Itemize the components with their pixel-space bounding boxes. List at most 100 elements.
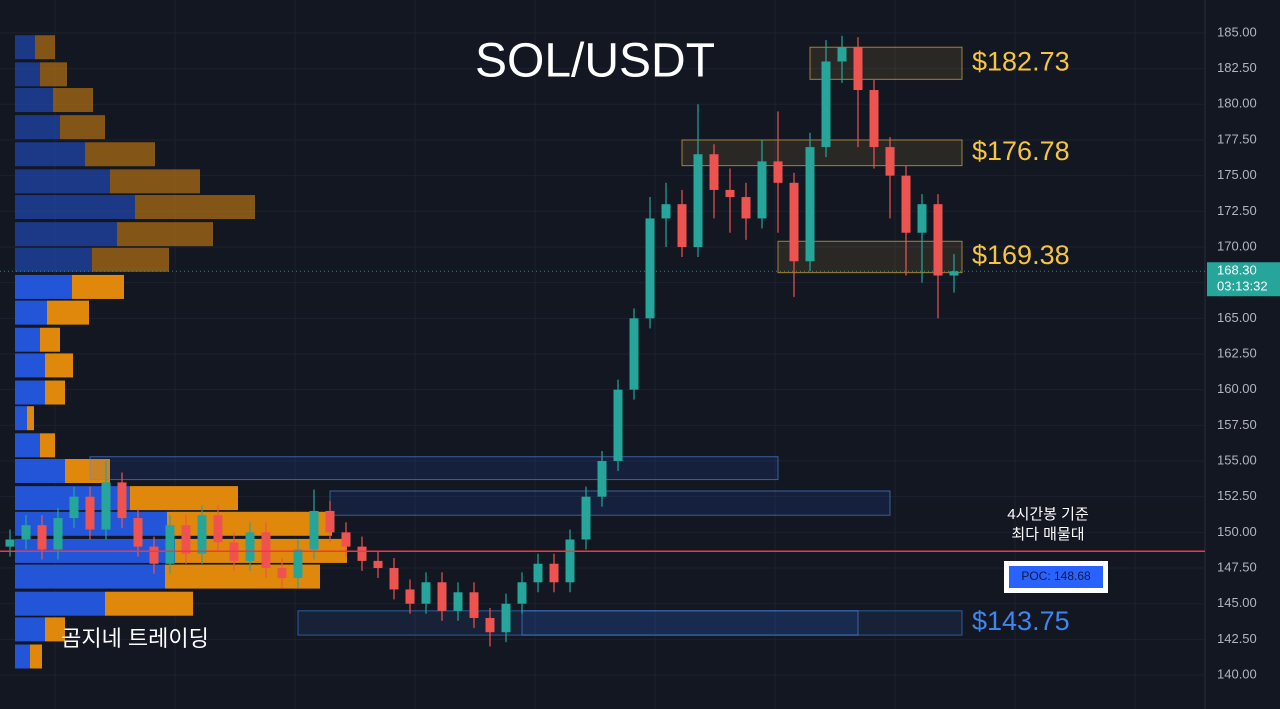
candle-body [85, 496, 95, 530]
candle-body [581, 496, 591, 540]
candle-body [597, 461, 607, 497]
candle-body [725, 189, 735, 198]
profile-up [15, 62, 40, 87]
profile-down [72, 274, 124, 299]
profile-up [15, 327, 40, 352]
poc-note: 4시간봉 기준 [1007, 506, 1089, 523]
candle-body [21, 525, 31, 540]
candle-body [149, 546, 159, 564]
candle-body [133, 518, 143, 547]
candle-body [805, 147, 815, 262]
candle-body [917, 204, 927, 233]
poc-box [1009, 566, 1103, 588]
y-tick-label: 180.00 [1217, 96, 1257, 111]
zone-label: $169.38 [972, 240, 1070, 270]
candle-body [645, 218, 655, 319]
candle-body [213, 515, 223, 543]
y-tick-label: 182.50 [1217, 60, 1257, 75]
y-tick-label: 177.50 [1217, 131, 1257, 146]
candle-body [165, 525, 175, 564]
profile-up [15, 300, 47, 325]
candle-body [421, 582, 431, 604]
y-tick-label: 152.50 [1217, 488, 1257, 503]
zone-label: $143.75 [972, 606, 1070, 636]
candle-body [757, 161, 767, 219]
zone-label: $176.78 [972, 136, 1070, 166]
y-tick-label: 185.00 [1217, 24, 1257, 39]
y-tick-label: 157.50 [1217, 417, 1257, 432]
poc-label: POC: 148.68 [1021, 569, 1091, 583]
candle-body [485, 617, 495, 633]
candle-body [517, 582, 527, 604]
candle-body [437, 582, 447, 611]
candle-body [709, 154, 719, 190]
profile-down [85, 142, 155, 167]
profile-up [15, 433, 40, 458]
candle-body [677, 204, 687, 247]
y-tick-label: 140.00 [1217, 666, 1257, 681]
profile-down [53, 88, 93, 113]
profile-up [15, 222, 117, 247]
profile-down [40, 62, 67, 87]
candle-body [261, 532, 271, 569]
last-price-label: 168.30 [1217, 263, 1257, 278]
candle-body [373, 560, 383, 569]
candle-body [629, 318, 639, 390]
profile-down [35, 35, 55, 60]
zone-box [329, 490, 891, 516]
profile-up [15, 617, 45, 642]
candle-body [405, 589, 415, 604]
zone-label: $182.73 [972, 46, 1070, 76]
candle-body [245, 532, 255, 561]
candle-body [37, 525, 47, 550]
zone-box [89, 456, 779, 481]
poc-note: 최다 매물대 [1011, 526, 1084, 543]
profile-down [105, 591, 193, 616]
profile-up [15, 115, 60, 140]
profile-up [15, 406, 27, 431]
candle-body [53, 518, 63, 550]
profile-down [45, 380, 65, 405]
candle-body [469, 592, 479, 618]
candle-body [885, 147, 895, 176]
y-tick-label: 142.50 [1217, 631, 1257, 646]
profile-down [117, 222, 213, 247]
candle-body [853, 47, 863, 91]
candle-body [293, 549, 303, 579]
profile-down [45, 617, 65, 642]
candle-body [693, 154, 703, 247]
candle-body [773, 161, 783, 183]
candle-body [949, 271, 959, 276]
candle-body [181, 525, 191, 554]
profile-up [15, 169, 110, 194]
profile-down [47, 300, 89, 325]
profile-up [15, 380, 45, 405]
profile-up [15, 35, 35, 60]
candle-body [389, 568, 399, 590]
candles [5, 35, 959, 647]
candle-body [309, 510, 319, 550]
profile-down [30, 644, 42, 669]
candle-body [933, 204, 943, 276]
y-tick-label: 162.50 [1217, 345, 1257, 360]
profile-down [27, 406, 34, 431]
profile-up [15, 247, 92, 272]
candle-body [101, 482, 111, 530]
y-tick-label: 172.50 [1217, 203, 1257, 218]
profile-down [65, 459, 110, 484]
profile-up [15, 591, 105, 616]
candle-body [533, 563, 543, 583]
candle-body [501, 603, 511, 633]
chart-title: SOL/USDT [475, 35, 715, 88]
candle-body [789, 182, 799, 262]
profile-up [15, 353, 45, 378]
profile-up [15, 142, 85, 167]
profile-up [15, 88, 53, 113]
candle-body [453, 592, 463, 611]
candle-body [341, 532, 351, 547]
candle-body [357, 546, 367, 561]
candle-body [901, 175, 911, 233]
